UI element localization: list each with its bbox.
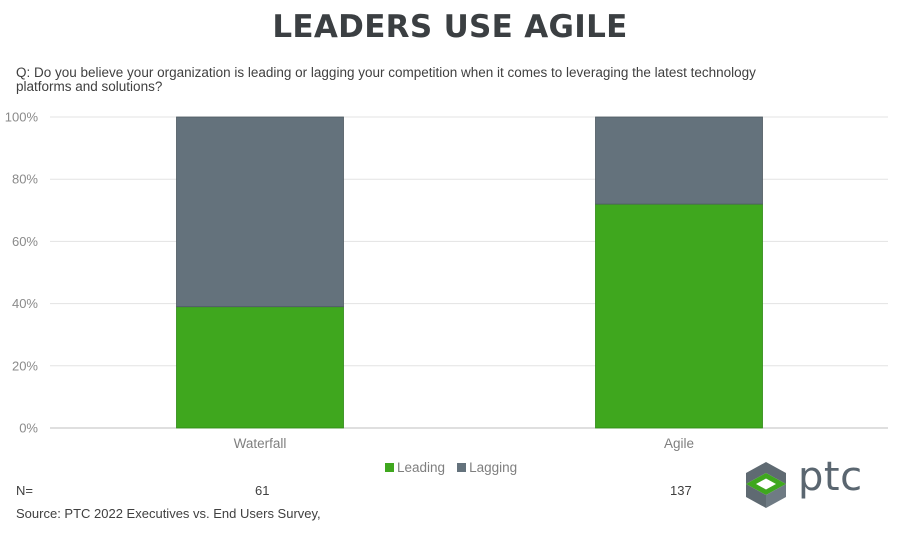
y-tick-label: 60% (12, 234, 38, 249)
bar-waterfall-lagging (176, 116, 344, 308)
legend-label-lagging: Lagging (469, 460, 518, 475)
y-tick-label: 40% (12, 296, 38, 311)
x-category-label: Agile (664, 436, 694, 451)
bar-waterfall-leading (176, 306, 344, 429)
bar-agile-leading (595, 203, 763, 429)
legend-item-leading: Leading (385, 460, 445, 475)
stacked-bar-chart: 0% 20% 40% 60% 80% 100% Waterfall Agile (5, 110, 888, 451)
x-category-label: Waterfall (234, 436, 287, 451)
y-tick-label: 20% (12, 358, 38, 373)
n-value-agile: 137 (670, 483, 692, 498)
legend-swatch-leading (385, 463, 394, 472)
n-value-waterfall: 61 (255, 483, 270, 498)
legend-label-leading: Leading (397, 460, 446, 475)
ptc-logo: ptc (742, 454, 872, 510)
source-note: Source: PTC 2022 Executives vs. End User… (16, 506, 321, 521)
n-label: N= (16, 483, 33, 498)
bar-agile-lagging (595, 116, 763, 205)
legend-swatch-lagging (457, 463, 467, 472)
y-tick-label: 80% (12, 172, 38, 187)
legend-item-lagging: Lagging (457, 460, 517, 475)
y-tick-label: 0% (19, 421, 38, 436)
chart-legend: Leading Lagging (385, 460, 517, 475)
chart-title: LEADERS USE AGILE (272, 9, 628, 45)
ptc-logo-icon (746, 462, 786, 508)
ptc-logo-text: ptc (798, 454, 863, 500)
y-tick-label: 100% (5, 110, 39, 125)
survey-question: Q: Do you believe your organization is l… (16, 65, 756, 94)
